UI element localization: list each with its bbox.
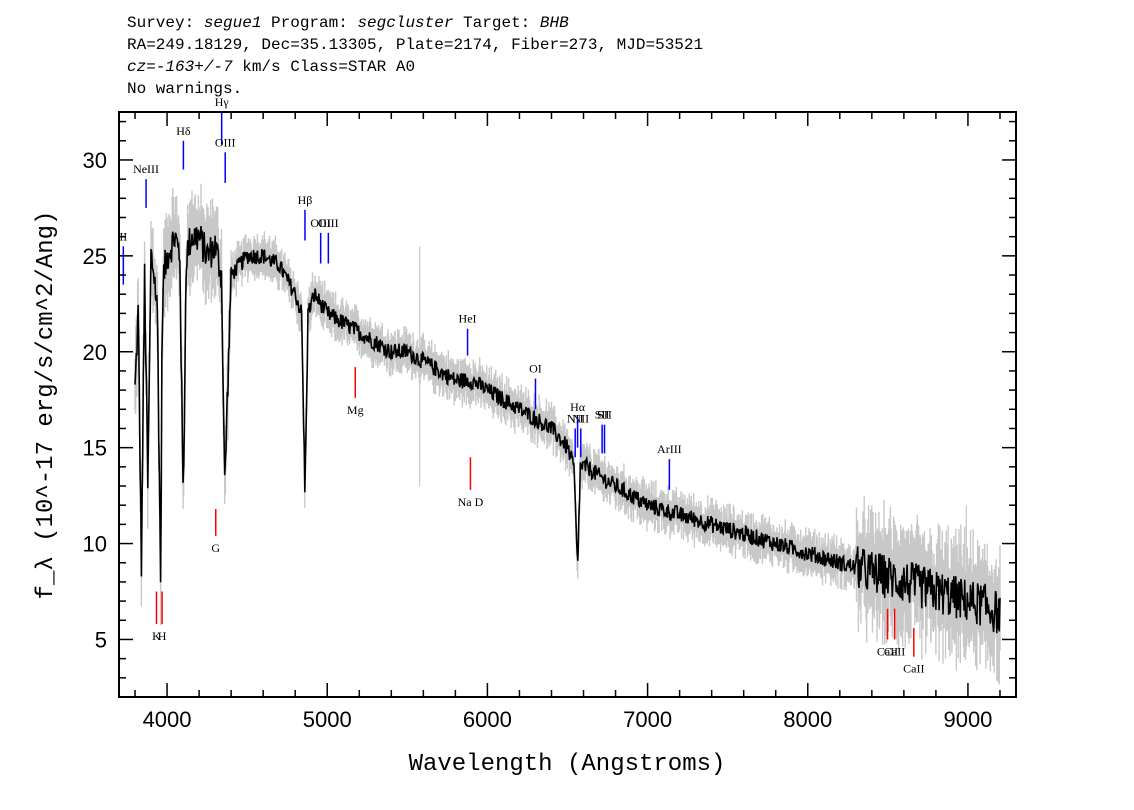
y-tick-label: 25 bbox=[83, 244, 107, 269]
emission-line-label: NII bbox=[567, 411, 584, 425]
x-tick-label: 7000 bbox=[623, 707, 672, 732]
axis-ticks: 4000 5000 6000 7000 8000 9000 5 10 15 20 25 30 bbox=[83, 112, 1016, 732]
y-axis-title: f_λ (10^-17 erg/s/cm^2/Ang) bbox=[33, 211, 60, 600]
plot-frame bbox=[118, 111, 1017, 698]
program-key: Program: bbox=[261, 14, 358, 32]
emission-line-label: SII bbox=[595, 408, 610, 422]
emission-line-label: HeI bbox=[459, 312, 477, 326]
emission-line-label: SII bbox=[597, 408, 612, 422]
emission-line-label: Hβ bbox=[298, 193, 313, 207]
x-axis-title: Wavelength (Angstroms) bbox=[409, 751, 726, 778]
absorption-line-label: G bbox=[211, 541, 220, 555]
flux-line bbox=[134, 225, 1001, 634]
x-tick-label: 5000 bbox=[303, 707, 352, 732]
survey-value: segue1 bbox=[203, 14, 262, 32]
header-line-redshift: cz=-163+/-7 km/s Class=STAR A0 bbox=[127, 56, 703, 78]
header-line-coords: RA=249.18129, Dec=35.13305, Plate=2174, … bbox=[127, 36, 704, 54]
emission-line-label: NII bbox=[572, 411, 589, 425]
survey-key: Survey: bbox=[127, 14, 204, 32]
absorption-line-label: Na D bbox=[458, 495, 484, 509]
x-tick-label: 8000 bbox=[783, 707, 832, 732]
absorption-line-label: CaII bbox=[877, 644, 898, 658]
emission-line-label: OIII bbox=[215, 135, 236, 149]
emission-line-label: OI bbox=[529, 362, 542, 376]
x-tick-label: 9000 bbox=[943, 707, 992, 732]
header-line-warnings: No warnings. bbox=[127, 80, 243, 98]
absorption-line-label: CaII bbox=[903, 662, 924, 676]
spectrum-header: Survey: segue1 Program: segcluster Targe… bbox=[127, 12, 703, 100]
y-tick-label: 5 bbox=[95, 627, 107, 652]
emission-line-label: NeIII bbox=[133, 162, 159, 176]
emission-line-label: OIII bbox=[310, 216, 331, 230]
target-value: BHB bbox=[539, 14, 569, 32]
program-value: segcluster bbox=[357, 14, 454, 32]
header-line-survey: Survey: segue1 Program: segcluster Targe… bbox=[127, 12, 703, 34]
emission-line-label: Hα bbox=[570, 400, 586, 414]
emission-line-label: Hγ bbox=[215, 95, 230, 109]
class-text: km/s Class=STAR A0 bbox=[232, 58, 416, 76]
absorption-line-label: H bbox=[158, 629, 167, 643]
absorption-line-label: CaII bbox=[884, 644, 905, 658]
y-tick-label: 15 bbox=[83, 436, 107, 461]
absorption-line-label: Mg bbox=[347, 403, 364, 417]
cz-value: cz=-163+/-7 bbox=[127, 58, 233, 76]
y-tick-label: 30 bbox=[83, 148, 107, 173]
target-key: Target: bbox=[453, 14, 540, 32]
absorption-line-label: K bbox=[152, 629, 161, 643]
x-tick-label: 6000 bbox=[463, 707, 512, 732]
emission-line-label: OIII bbox=[318, 216, 339, 230]
emission-line-label: ArIII bbox=[657, 442, 682, 456]
flux-series bbox=[134, 225, 1001, 634]
y-tick-label: 10 bbox=[83, 532, 107, 557]
spectral-lines: IINeIIIHδHγOIIIHβOIIIOIIIHeIOINIIHαNIISI… bbox=[119, 95, 924, 676]
emission-line-label: Hδ bbox=[176, 124, 191, 138]
x-tick-label: 4000 bbox=[143, 707, 192, 732]
y-tick-label: 20 bbox=[83, 340, 107, 365]
